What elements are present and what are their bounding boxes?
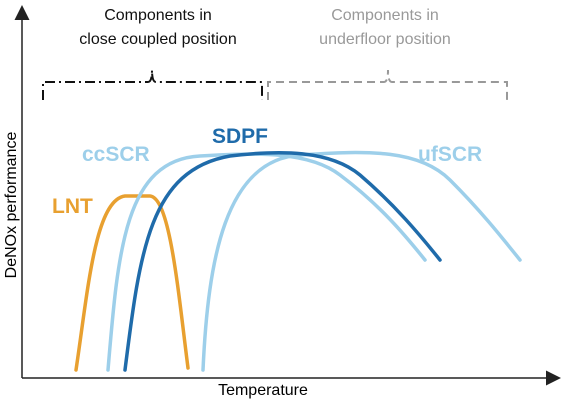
curve: [106, 152, 427, 372]
curve: [74, 194, 190, 372]
curve: [123, 150, 442, 372]
bracket: [267, 69, 508, 100]
curve-label: LNT: [52, 195, 93, 218]
bracket: [42, 69, 263, 100]
group-label: Components in: [104, 7, 212, 24]
group-label: underfloor position: [319, 31, 451, 48]
curve-label: ccSCR: [82, 143, 150, 166]
curve-label: SDPF: [212, 125, 268, 148]
group-label: close coupled position: [79, 31, 236, 48]
curve-label: ufSCR: [418, 143, 482, 166]
group-label: Components in: [331, 7, 439, 24]
y-axis-label: DeNOx performance: [3, 132, 20, 279]
curve: [201, 150, 522, 372]
x-axis-label: Temperature: [218, 382, 308, 399]
